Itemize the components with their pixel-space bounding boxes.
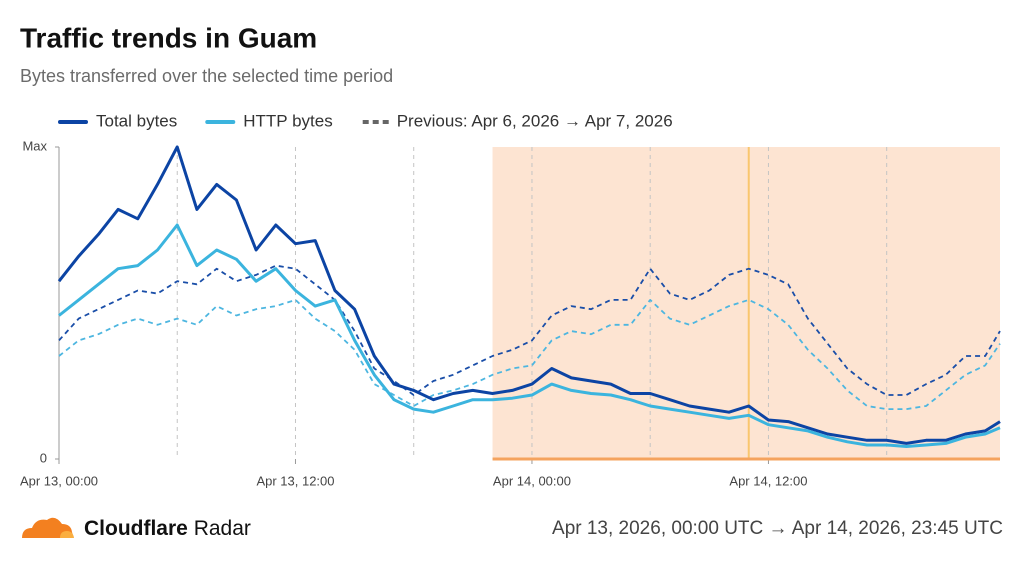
legend-label: Total bytes	[96, 111, 177, 130]
brand-product: Radar	[194, 517, 251, 540]
chart-title: Traffic trends in Guam	[20, 22, 317, 53]
series-line	[58, 264, 1001, 396]
legend-label: HTTP bytes	[243, 111, 332, 130]
brand-text: Cloudflare Radar	[84, 517, 251, 540]
y-tick-label: Max	[22, 138, 47, 153]
x-tick-label: Apr 14, 00:00	[493, 473, 571, 488]
y-tick-label: 0	[40, 450, 47, 465]
date-range: Apr 13, 2026, 00:00 UTC → Apr 14, 2026, …	[552, 518, 1003, 539]
legend-label: Previous: Apr 6, 2026 → Apr 7, 2026	[397, 111, 673, 130]
chart-subtitle: Bytes transferred over the selected time…	[20, 66, 393, 86]
x-tick-label: Apr 13, 00:00	[20, 473, 98, 488]
brand-name: Cloudflare	[84, 517, 188, 540]
x-tick-label: Apr 13, 12:00	[256, 473, 334, 488]
logo	[22, 517, 74, 538]
series-line	[58, 223, 1001, 448]
highlight-region	[492, 147, 1000, 459]
series-line	[57, 145, 1001, 445]
x-tick-label: Apr 14, 12:00	[729, 473, 807, 488]
